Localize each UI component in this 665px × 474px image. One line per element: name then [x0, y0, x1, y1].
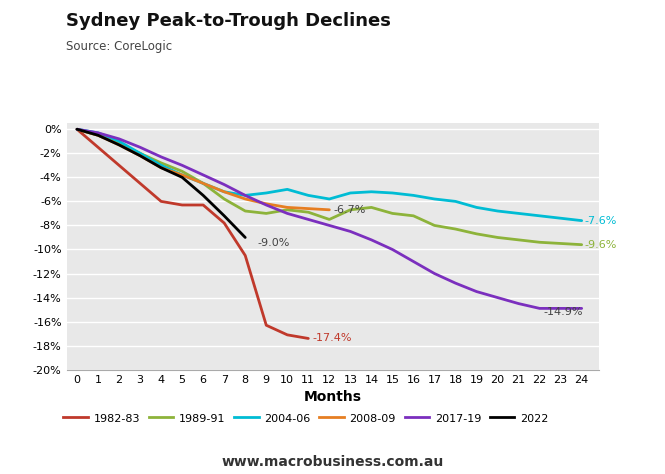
Legend: 1982-83, 1989-91, 2004-06, 2008-09, 2017-19, 2022: 1982-83, 1989-91, 2004-06, 2008-09, 2017…	[59, 409, 553, 428]
Text: -9.0%: -9.0%	[258, 238, 290, 248]
X-axis label: Months: Months	[303, 390, 362, 404]
Text: -6.7%: -6.7%	[334, 205, 366, 215]
Text: BUSINESS: BUSINESS	[517, 65, 610, 83]
Text: -14.9%: -14.9%	[544, 307, 583, 317]
Text: -17.4%: -17.4%	[313, 334, 352, 344]
Text: -7.6%: -7.6%	[585, 216, 617, 226]
Text: -9.6%: -9.6%	[585, 240, 617, 250]
Text: www.macrobusiness.com.au: www.macrobusiness.com.au	[221, 455, 444, 469]
Text: MACRO: MACRO	[529, 28, 598, 46]
Text: Source: CoreLogic: Source: CoreLogic	[66, 40, 173, 53]
Text: Sydney Peak-to-Trough Declines: Sydney Peak-to-Trough Declines	[66, 12, 392, 30]
